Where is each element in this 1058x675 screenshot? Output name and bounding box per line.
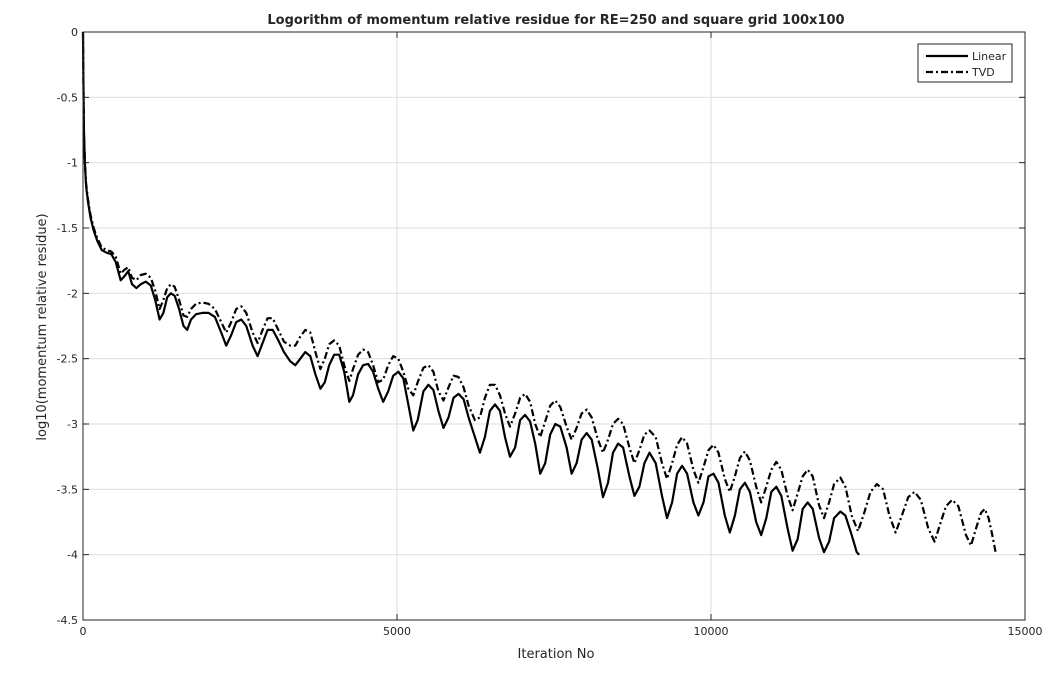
y-axis-label: log10(momentum relative residue): [35, 213, 50, 440]
series-layer: [81, 31, 998, 556]
y-tick-label: -1.5: [57, 222, 78, 235]
axes-layer: [82, 31, 1026, 621]
x-tick-label: 15000: [1008, 625, 1043, 638]
x-tick-label: 0: [80, 625, 87, 638]
x-tick-label: 5000: [383, 625, 411, 638]
legend-box: [917, 43, 1013, 83]
y-tick-label: -2.5: [57, 353, 78, 366]
x-axis-label: Iteration No: [518, 647, 595, 662]
legend-entry-tvd: TVD: [971, 66, 995, 79]
chart-title: Logorithm of momentum relative residue f…: [267, 13, 844, 28]
plot-area-frame: [82, 31, 1026, 621]
x-tick-label: 10000: [694, 625, 729, 638]
grid-layer: [83, 32, 1025, 620]
y-tick-label: -0.5: [57, 91, 78, 104]
y-tick-label: -2: [67, 287, 78, 300]
y-tick-label: -4: [67, 549, 78, 562]
legend-entry-linear: Linear: [972, 50, 1007, 63]
legend: Linear TVD: [917, 43, 1013, 83]
y-tick-label: -1: [67, 157, 78, 170]
series-line-linear: [81, 31, 860, 556]
series-line-tvd: [81, 31, 998, 555]
ticks-layer: 0 5000 10000 15000 0 -0.5 -1 -1.5 -2 -2.5 -3 -3.5 -4…: [57, 26, 1043, 638]
y-tick-label: -4.5: [57, 614, 78, 627]
y-tick-label: 0: [71, 26, 78, 39]
y-tick-label: -3.5: [57, 483, 78, 496]
y-tick-label: -3: [67, 418, 78, 431]
